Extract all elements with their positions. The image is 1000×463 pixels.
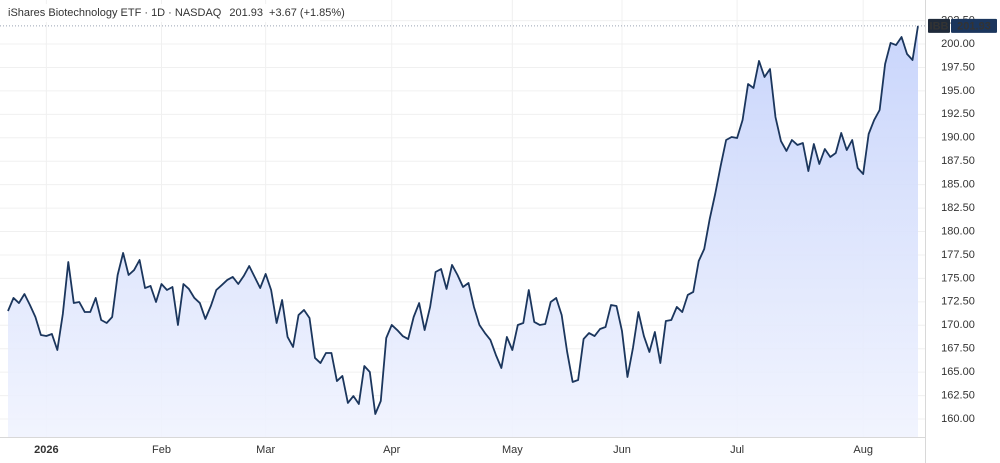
y-tick-label: 162.50 bbox=[941, 389, 975, 401]
x-tick-label: Mar bbox=[256, 444, 275, 456]
badge-symbol-bg bbox=[928, 18, 950, 33]
x-tick-label: Jul bbox=[730, 444, 744, 456]
y-tick-label: 170.00 bbox=[941, 319, 975, 331]
y-tick-label: 180.00 bbox=[941, 225, 975, 237]
price-change: +3.67 (+1.85%) bbox=[269, 7, 345, 19]
x-tick-label: 2026 bbox=[34, 444, 58, 456]
y-tick-label: 195.00 bbox=[941, 85, 975, 97]
y-tick-label: 192.50 bbox=[941, 108, 975, 120]
x-tick-label: Jun bbox=[613, 444, 631, 456]
x-tick-label: Apr bbox=[383, 444, 400, 456]
y-tick-label: 182.50 bbox=[941, 202, 975, 214]
badge-price: 201.93 bbox=[957, 20, 991, 32]
axes: 160.00 162.50 165.00 167.50 170.00 172.50 175.… bbox=[34, 14, 975, 455]
x-tick-label: Aug bbox=[853, 444, 873, 456]
price-line bbox=[7, 25, 919, 415]
y-tick-label: 185.00 bbox=[941, 179, 975, 191]
y-tick-label: 160.00 bbox=[941, 413, 975, 425]
area-fill bbox=[8, 25, 918, 437]
chart-title: iShares Biotechnology ETF · 1D · NASDAQ bbox=[8, 7, 222, 19]
y-tick-label: 165.00 bbox=[941, 366, 975, 378]
y-tick-label: 187.50 bbox=[941, 155, 975, 167]
badge-symbol: IBB bbox=[930, 20, 949, 32]
y-tick-label: 197.50 bbox=[941, 61, 975, 73]
last-price: 201.93 bbox=[229, 7, 263, 19]
y-tick-label: 177.50 bbox=[941, 249, 975, 261]
x-tick-label: May bbox=[502, 444, 523, 456]
y-tick-label: 172.50 bbox=[941, 296, 975, 308]
y-tick-label: 175.00 bbox=[941, 272, 975, 284]
x-tick-label: Feb bbox=[152, 444, 171, 456]
plot bbox=[0, 25, 925, 437]
header-bg bbox=[0, 4, 320, 22]
price-badge: IBB 201.93 bbox=[928, 18, 997, 33]
y-tick-label: 167.50 bbox=[941, 343, 975, 355]
y-tick-label: 190.00 bbox=[941, 132, 975, 144]
badge-price-bg bbox=[951, 18, 997, 33]
y-tick-label: 200.00 bbox=[941, 38, 975, 50]
